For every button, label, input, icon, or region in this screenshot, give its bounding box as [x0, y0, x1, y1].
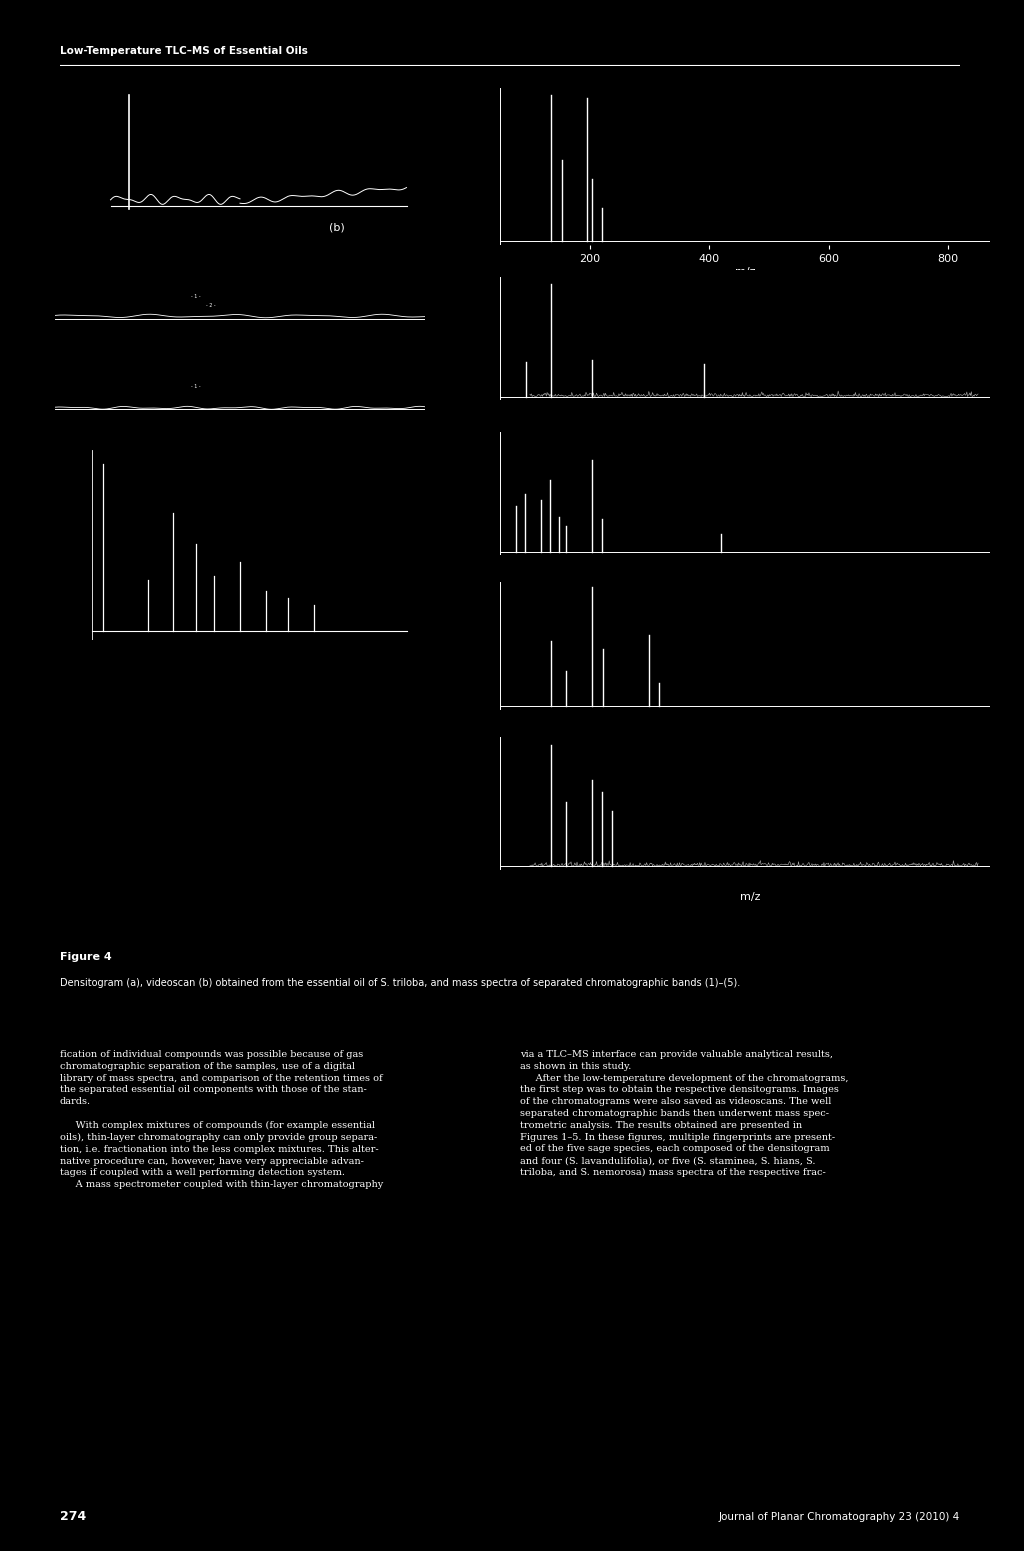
Text: Journal of Planar Chromatography 23 (2010) 4: Journal of Planar Chromatography 23 (201…	[719, 1512, 961, 1522]
Text: 274: 274	[60, 1511, 86, 1523]
Text: m/z: m/z	[739, 892, 760, 903]
Text: Low-Temperature TLC–MS of Essential Oils: Low-Temperature TLC–MS of Essential Oils	[60, 47, 308, 56]
X-axis label: m/z: m/z	[735, 267, 756, 276]
Text: (b): (b)	[330, 222, 345, 233]
Text: Figure 4: Figure 4	[60, 952, 112, 962]
Text: - 1 -: - 1 -	[190, 295, 201, 299]
Text: - 2 -: - 2 -	[206, 302, 215, 309]
Text: - 1 -: - 1 -	[190, 385, 201, 389]
Text: fication of individual compounds was possible because of gas
chromatographic sep: fication of individual compounds was pos…	[60, 1050, 383, 1190]
Text: via a TLC–MS interface can provide valuable analytical results,
as shown in this: via a TLC–MS interface can provide valua…	[520, 1050, 849, 1177]
Text: Densitogram (a), videoscan (b) obtained from the essential oil of S. triloba, an: Densitogram (a), videoscan (b) obtained …	[60, 979, 740, 988]
